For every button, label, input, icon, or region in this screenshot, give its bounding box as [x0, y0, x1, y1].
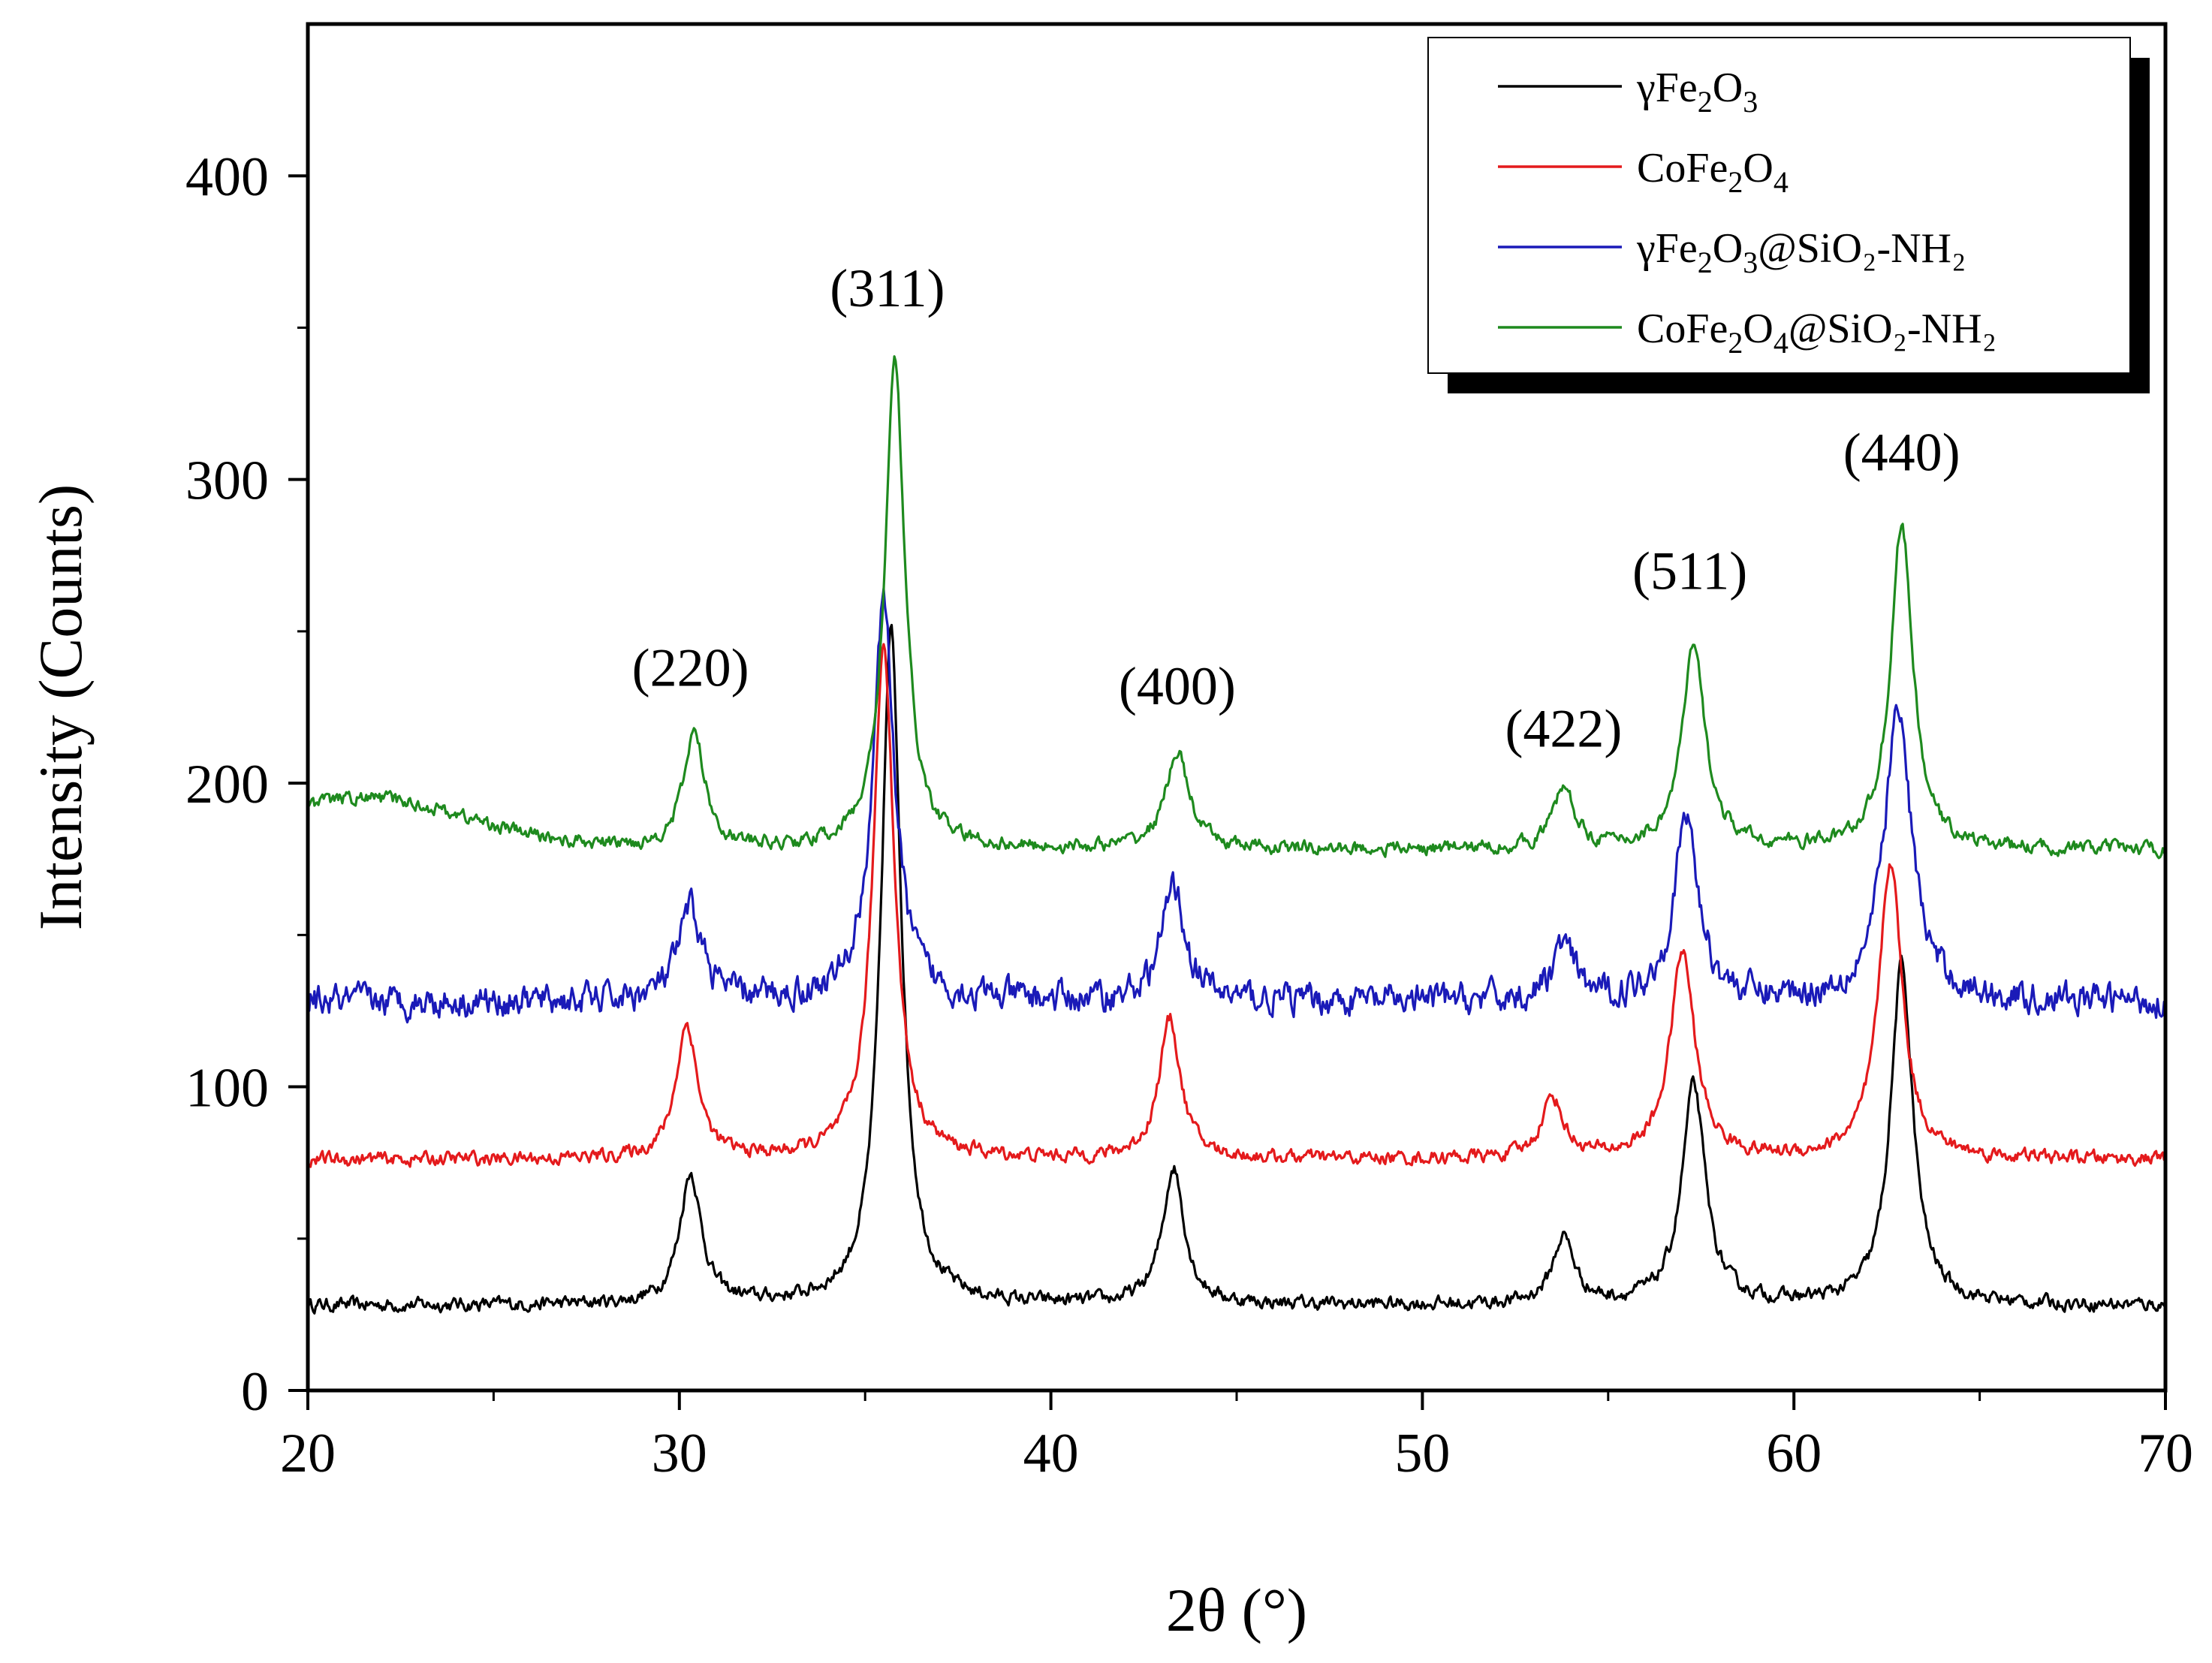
peak-label: (311)	[830, 258, 945, 318]
x-tick-label: 50	[1394, 1423, 1450, 1484]
peak-label: (400)	[1119, 656, 1236, 716]
series-line-4	[306, 355, 2166, 860]
legend: γFe2O3 CoFe2O4 γFe2O3@SiO₂-NH₂ CoFe2O4@SiO₂…	[1427, 37, 2150, 393]
y-tick-label: 0	[241, 1361, 269, 1423]
x-tick-label: 40	[1023, 1423, 1079, 1484]
x-tick-label: 20	[280, 1423, 336, 1484]
legend-box	[1427, 37, 2131, 374]
y-tick-label: 400	[185, 146, 269, 208]
peak-label: (511)	[1632, 541, 1747, 601]
series-line-3	[306, 587, 2167, 1024]
series-line-2	[306, 643, 2167, 1168]
series-layer	[306, 355, 2167, 1315]
axis-layer: 20 30 40 50 60 70 0 100 200 300 400	[185, 146, 2193, 1484]
peak-label: (220)	[632, 638, 749, 698]
x-axis-title: 2θ (°)	[1166, 1576, 1307, 1644]
y-tick-label: 300	[185, 450, 269, 512]
y-tick-label: 200	[185, 754, 269, 815]
x-tick-label: 30	[652, 1423, 707, 1484]
legend-label: γFe2O3	[1636, 65, 1758, 119]
legend-label: CoFe2O4	[1637, 145, 1789, 199]
y-axis-title: Intensity (Counts)	[26, 484, 95, 930]
y-tick-label: 100	[185, 1058, 269, 1119]
x-tick-label: 60	[1766, 1423, 1822, 1484]
legend-label: γFe2O3@SiO₂-NH₂	[1636, 225, 1966, 279]
peak-label-layer: (220) (311) (400) (422) (511) (440)	[632, 258, 1960, 758]
legend-items: γFe2O3 CoFe2O4 γFe2O3@SiO₂-NH₂ CoFe2O4@SiO₂…	[1498, 65, 1997, 360]
series-line-1	[306, 623, 2167, 1315]
legend-label: CoFe2O4@SiO₂-NH₂	[1637, 306, 1997, 360]
peak-label: (422)	[1505, 699, 1622, 759]
x-tick-label: 70	[2138, 1423, 2193, 1484]
peak-label: (440)	[1843, 423, 1960, 483]
